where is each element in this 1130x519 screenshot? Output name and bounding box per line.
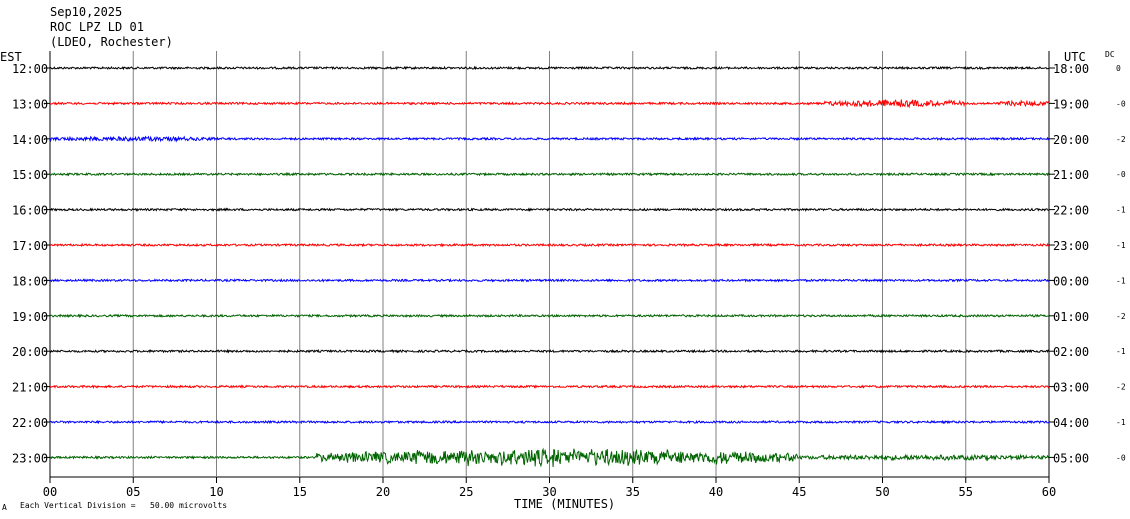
dc-offset-label: -2 xyxy=(1116,383,1126,392)
x-axis-ticks: 00 05 10 15 20 25 30 35 40 45 50 55 60 xyxy=(43,477,1056,499)
dc-offset-label: -1 xyxy=(1116,241,1126,250)
est-time-label: 14:00 xyxy=(12,133,48,147)
corner-mark: A xyxy=(2,503,7,512)
dc-offset-label: -0 xyxy=(1116,170,1126,179)
utc-axis-label: UTC xyxy=(1064,50,1086,64)
x-tick-label-35: 35 xyxy=(626,485,640,499)
x-tick-label-40: 40 xyxy=(709,485,723,499)
dc-offset-label: -0 xyxy=(1116,453,1126,462)
dc-offset-label: -0 xyxy=(1116,99,1126,108)
trace-1900 xyxy=(49,313,1050,319)
dc-offset-label: -2 xyxy=(1116,312,1126,321)
est-time-label: 12:00 xyxy=(12,62,48,76)
trace-2200 xyxy=(49,419,1050,425)
row-labels: 12:00 18:00 0 13:00 19:00 -0 14:00 20:00 -2 15:00… xyxy=(12,62,1126,465)
utc-time-label: 19:00 xyxy=(1053,97,1089,111)
x-tick-label-05: 05 xyxy=(126,485,140,499)
trace-1500 xyxy=(49,171,1050,177)
x-tick-label-20: 20 xyxy=(376,485,390,499)
header-station: ROC LPZ LD 01 xyxy=(50,20,144,34)
utc-time-label: 18:00 xyxy=(1053,62,1089,76)
trace-1400 xyxy=(49,135,1050,143)
utc-time-label: 20:00 xyxy=(1053,133,1089,147)
utc-time-label: 02:00 xyxy=(1053,345,1089,359)
trace-2300 xyxy=(49,447,1050,468)
trace-1600 xyxy=(49,207,1050,212)
x-tick-label-50: 50 xyxy=(875,485,889,499)
x-tick-label-15: 15 xyxy=(293,485,307,499)
trace-1200 xyxy=(49,65,1050,71)
dc-offset-label: -1 xyxy=(1116,347,1126,356)
x-tick-label-00: 00 xyxy=(43,485,57,499)
header-date: Sep10,2025 xyxy=(50,5,122,19)
utc-time-label: 22:00 xyxy=(1053,204,1089,218)
x-tick-label-10: 10 xyxy=(209,485,223,499)
dc-offset-label: -1 xyxy=(1116,206,1126,215)
x-tick-label-60: 60 xyxy=(1042,485,1056,499)
utc-time-label: 21:00 xyxy=(1053,168,1089,182)
est-time-label: 16:00 xyxy=(12,204,48,218)
est-time-label: 18:00 xyxy=(12,274,48,288)
dc-offset-label: -1 xyxy=(1116,418,1126,427)
scale-note: Each Vertical Division = 50.00 microvolt… xyxy=(20,501,227,510)
x-axis-title: TIME (MINUTES) xyxy=(514,497,615,511)
dc-offset-label: 0 xyxy=(1116,64,1121,73)
x-tick-label-30: 30 xyxy=(542,485,556,499)
utc-time-label: 03:00 xyxy=(1053,381,1089,395)
utc-time-label: 05:00 xyxy=(1053,451,1089,465)
utc-time-label: 04:00 xyxy=(1053,416,1089,430)
utc-time-label: 01:00 xyxy=(1053,310,1089,324)
trace-1300 xyxy=(49,98,1050,109)
est-time-label: 22:00 xyxy=(12,416,48,430)
dc-offset-label: -2 xyxy=(1116,135,1126,144)
vertical-gridlines xyxy=(132,51,967,477)
est-time-label: 13:00 xyxy=(12,97,48,111)
est-time-label: 21:00 xyxy=(12,381,48,395)
x-tick-label-55: 55 xyxy=(959,485,973,499)
dc-header: DC xyxy=(1105,50,1115,59)
trace-1700 xyxy=(49,242,1050,248)
x-tick-label-45: 45 xyxy=(792,485,806,499)
trace-2100 xyxy=(49,384,1050,389)
est-time-label: 19:00 xyxy=(12,310,48,324)
x-tick-label-25: 25 xyxy=(459,485,473,499)
trace-1800 xyxy=(49,277,1050,283)
dc-offset-label: -1 xyxy=(1116,276,1126,285)
est-time-label: 23:00 xyxy=(12,451,48,465)
seismogram-traces xyxy=(49,65,1050,468)
est-axis-label: EST xyxy=(0,50,22,64)
utc-time-label: 23:00 xyxy=(1053,239,1089,253)
est-time-label: 17:00 xyxy=(12,239,48,253)
header-network: (LDEO, Rochester) xyxy=(50,35,173,49)
utc-time-label: 00:00 xyxy=(1053,274,1089,288)
est-time-label: 15:00 xyxy=(12,168,48,182)
trace-2000 xyxy=(49,348,1050,354)
est-time-label: 20:00 xyxy=(12,345,48,359)
